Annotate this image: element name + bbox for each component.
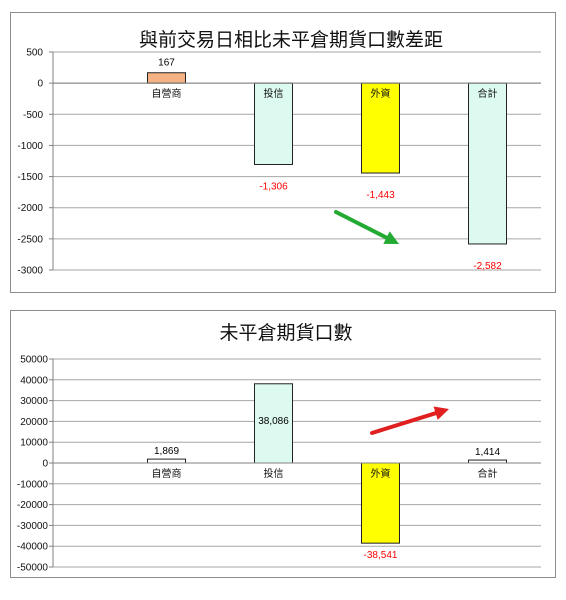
y-tick-label: 0 bbox=[37, 79, 43, 90]
y-tick-label: 500 bbox=[26, 48, 43, 59]
bar-1 bbox=[254, 383, 293, 464]
data-label: -1,443 bbox=[366, 190, 395, 201]
bar-2 bbox=[361, 82, 400, 174]
chart-panel-futures-change: 與前交易日相比未平倉期貨口數差距 500 0 -500 -1000 -1500 -2000 -… bbox=[10, 12, 556, 293]
data-label: 1,414 bbox=[475, 447, 500, 458]
chart-panel-open-interest: 未平倉期貨口數 50000 40000 30000 20000 10000 0 -10000 -… bbox=[10, 310, 556, 578]
y-tick-label: 20000 bbox=[20, 417, 48, 428]
category-label: 投信 bbox=[264, 87, 284, 100]
y-tick-label: -2500 bbox=[17, 234, 43, 245]
y-tick-label: -500 bbox=[23, 110, 43, 121]
annotation-arrow-line bbox=[370, 411, 438, 435]
bar-2 bbox=[361, 462, 400, 544]
bar-1 bbox=[254, 82, 293, 165]
y-tick-label: -20000 bbox=[17, 500, 49, 511]
futures-change-chart: 與前交易日相比未平倉期貨口數差距 500 0 -500 -1000 -1500 -2000 -… bbox=[17, 29, 541, 277]
bar-0 bbox=[147, 72, 186, 84]
y-tick-label: -1500 bbox=[17, 172, 43, 183]
category-label: 合計 bbox=[478, 87, 498, 100]
open-interest-chart: 未平倉期貨口數 50000 40000 30000 20000 10000 0 -10000 -… bbox=[17, 322, 541, 574]
y-tick-label: -30000 bbox=[17, 521, 49, 532]
y-tick-label: 50000 bbox=[20, 355, 48, 366]
bar-3 bbox=[468, 82, 507, 245]
y-tick-label: -2000 bbox=[17, 203, 43, 214]
data-label: 1,869 bbox=[154, 446, 179, 457]
data-label: 167 bbox=[158, 58, 175, 69]
y-tick-label: 30000 bbox=[20, 396, 48, 407]
y-tick-label: -10000 bbox=[17, 479, 49, 490]
annotation-arrow-head bbox=[383, 231, 399, 244]
y-tick-label: 10000 bbox=[20, 438, 48, 449]
annotation-arrow-line bbox=[334, 210, 389, 240]
bar-0 bbox=[147, 458, 186, 464]
category-label: 自營商 bbox=[152, 87, 182, 100]
category-label: 外資 bbox=[371, 88, 391, 100]
y-tick-label: 40000 bbox=[20, 375, 48, 386]
y-tick-label: -3000 bbox=[17, 266, 43, 277]
annotation-arrow-head bbox=[433, 406, 449, 420]
data-label: 38,086 bbox=[258, 416, 289, 427]
data-label: -1,306 bbox=[259, 181, 288, 192]
category-label: 外資 bbox=[371, 468, 391, 480]
category-label: 投信 bbox=[264, 467, 284, 480]
category-label: 自營商 bbox=[152, 467, 182, 480]
chart-title: 未平倉期貨口數 bbox=[219, 322, 352, 344]
data-label: -2,582 bbox=[473, 261, 502, 272]
y-tick-label: -50000 bbox=[17, 563, 49, 574]
y-tick-label: -1000 bbox=[17, 141, 43, 152]
y-tick-label: -40000 bbox=[17, 542, 49, 553]
chart-title: 與前交易日相比未平倉期貨口數差距 bbox=[139, 29, 443, 51]
y-tick-label: 0 bbox=[42, 459, 48, 470]
category-label: 合計 bbox=[478, 467, 498, 480]
data-label: -38,541 bbox=[364, 550, 398, 561]
